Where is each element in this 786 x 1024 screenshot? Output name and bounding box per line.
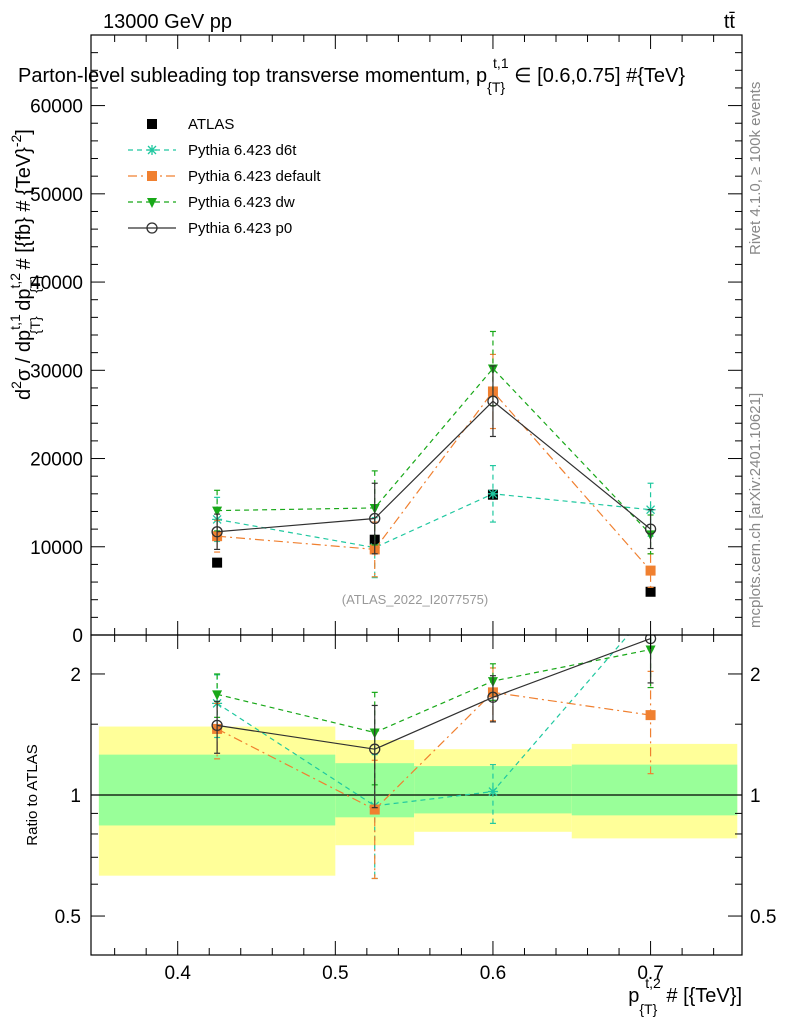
ratio-series-line-0 — [216, 635, 629, 807]
axis-ticks: 0 10000 20000 30000 40000 50000 60000 0.4 0.5 0.6… — [30, 34, 776, 984]
main-data-point — [369, 512, 381, 525]
legend-label-1: Pythia 6.423 d6t — [188, 142, 297, 159]
ratio-data-point — [212, 690, 223, 701]
rivet-version-label: Rivet 4.1.0, ≥ 100k events — [747, 82, 764, 255]
ratio-bands — [91, 726, 742, 876]
band-inner-3 — [571, 764, 738, 816]
main-data-point — [487, 488, 498, 499]
ratio-data-point — [369, 804, 380, 815]
legend-label-3: Pythia 6.423 dw — [188, 194, 295, 211]
x-tick-label: 0.4 — [164, 963, 191, 984]
ratio-data-point — [487, 691, 499, 703]
main-series-line-3 — [217, 367, 652, 535]
ratio-data-point — [646, 604, 656, 614]
ratio-y-tick-label-right: 0.5 — [750, 907, 776, 928]
main-series-line-2 — [217, 390, 652, 571]
ratio-data-point — [487, 786, 498, 797]
legend-marker-2 — [147, 171, 157, 181]
main-y-tick-label: 40000 — [30, 273, 83, 294]
ratio-y-tick-label-left: 1 — [70, 786, 81, 807]
header-left: 13000 GeV pp — [103, 11, 232, 33]
ratio-panel-series — [211, 604, 657, 880]
x-tick-label: 0.6 — [480, 963, 506, 984]
band-inner-0 — [98, 754, 336, 826]
main-y-tick-label: 0 — [72, 626, 83, 647]
x-tick-label: 0.5 — [322, 963, 348, 984]
main-data-point — [211, 526, 223, 538]
main-series-1 — [212, 464, 656, 579]
legend-label-4: Pythia 6.423 p0 — [188, 220, 292, 237]
legend-marker-4 — [146, 222, 158, 234]
x-axis-label: p{T}t,2 # [{TeV}] — [628, 975, 742, 1017]
main-y-tick-label: 30000 — [30, 361, 83, 382]
legend: ATLAS Pythia 6.423 d6t Pythia 6.423 defaul… — [128, 116, 321, 237]
main-series-2 — [212, 353, 656, 588]
ratio-series-3 — [211, 635, 657, 809]
main-data-point — [212, 506, 223, 517]
main-series-line-4 — [217, 400, 651, 533]
legend-marker-1 — [147, 145, 157, 155]
main-data-point — [645, 565, 656, 576]
main-data-point — [644, 523, 657, 535]
ratio-series-line-2 — [216, 648, 651, 734]
legend-marker-0 — [147, 119, 157, 129]
mcplots-label: mcplots.cern.ch [arXiv:2401.10621] — [747, 393, 764, 628]
ratio-series-line-3 — [217, 637, 651, 750]
main-data-point — [645, 586, 656, 597]
ratio-data-point — [645, 710, 656, 721]
ratio-data-point — [369, 743, 381, 755]
main-y-tick-label: 10000 — [30, 538, 83, 559]
ratio-data-point — [211, 719, 223, 732]
main-y-axis-label: d2σ / dpt,1 {T} dpt,2 {T} # [{fb} # {TeV}-… — [7, 129, 43, 400]
ratio-y-tick-label-right: 1 — [750, 786, 761, 807]
main-series-0 — [212, 489, 656, 597]
main-panel-series — [211, 330, 657, 597]
analysis-watermark: (ATLAS_2022_I2077575) — [342, 592, 488, 607]
main-y-tick-label: 50000 — [30, 185, 83, 206]
ratio-y-tick-label-left: 2 — [70, 665, 81, 686]
header-right: tt̄ — [724, 11, 736, 33]
plot-title: Parton-level subleading top transverse m… — [18, 55, 685, 95]
ratio-y-tick-label-left: 0.5 — [55, 907, 81, 928]
main-y-tick-label: 60000 — [30, 97, 83, 118]
main-series-4 — [211, 365, 657, 555]
main-series-line-1 — [216, 493, 651, 549]
main-data-point — [487, 395, 499, 407]
legend-marker-3 — [147, 198, 157, 208]
legend-label-2: Pythia 6.423 default — [188, 168, 321, 185]
ratio-y-axis-label: Ratio to ATLAS — [24, 744, 41, 845]
main-y-tick-label: 20000 — [30, 450, 83, 471]
main-data-point — [212, 557, 223, 568]
ratio-y-tick-label-right: 2 — [750, 665, 761, 686]
legend-label-0: ATLAS — [188, 116, 234, 133]
x-tick-label: 0.7 — [637, 963, 663, 984]
ratio-series-line-1 — [216, 691, 651, 811]
